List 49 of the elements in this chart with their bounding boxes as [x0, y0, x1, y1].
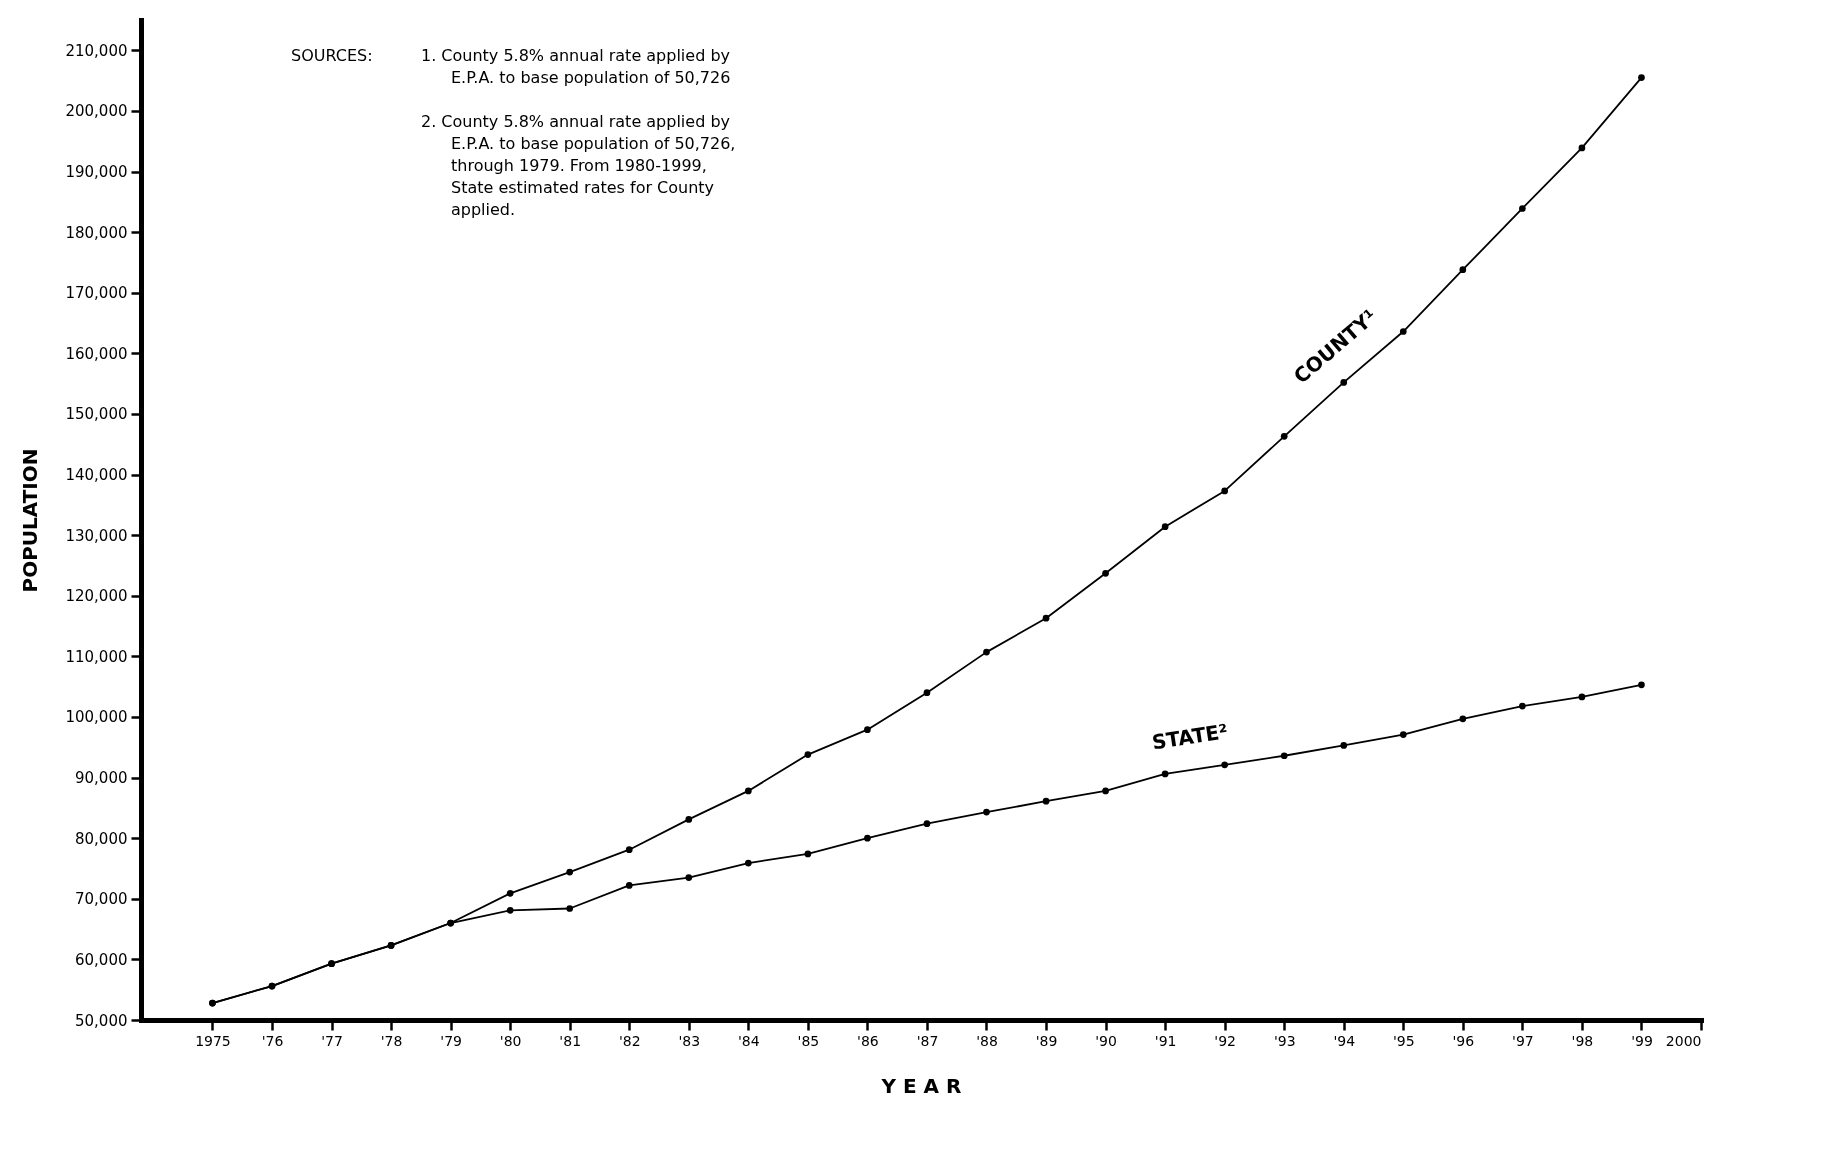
- y-tick-label: 120,000: [65, 587, 128, 606]
- x-tick-label: '78: [380, 1032, 403, 1049]
- x-tick-label: '85: [797, 1032, 820, 1049]
- x-tick-label: '84: [737, 1032, 760, 1049]
- x-tick-label: '76: [261, 1032, 284, 1049]
- y-tick-label: 160,000: [65, 344, 128, 363]
- y-tick-label: 150,000: [65, 405, 128, 424]
- x-tick-label: '94: [1333, 1032, 1356, 1049]
- x-tick-label: '98: [1571, 1032, 1594, 1049]
- y-tick-label: 210,000: [65, 41, 128, 60]
- y-tick-label: 60,000: [75, 950, 128, 969]
- x-tick-label: '96: [1452, 1032, 1475, 1049]
- x-tick-label: '99: [1631, 1032, 1653, 1049]
- y-tick-label: 100,000: [65, 708, 128, 727]
- x-tick-label: '91: [1154, 1032, 1177, 1049]
- x-tick-label: 2000: [1665, 1032, 1702, 1049]
- x-tick-label: '93: [1273, 1032, 1296, 1049]
- y-tick-label: 70,000: [75, 890, 128, 909]
- y-tick-label: 200,000: [65, 102, 128, 121]
- x-tick-label: '77: [321, 1032, 343, 1049]
- x-tick-label: '90: [1095, 1032, 1117, 1049]
- text: STATE²: [1150, 719, 1230, 755]
- y-tick-label: 110,000: [65, 647, 128, 666]
- x-tick-label: 1975: [195, 1032, 231, 1049]
- x-tick-label: '86: [857, 1032, 879, 1049]
- x-tick-label: '81: [559, 1032, 582, 1049]
- x-tick-label: '97: [1512, 1032, 1534, 1049]
- annotation: 1. County 5.8% annual rate applied by E.P.A. to base population of 50,726: [421, 46, 731, 87]
- annotation: SOURCES:: [291, 46, 373, 65]
- y-tick-label: 180,000: [65, 223, 128, 242]
- x-tick-label: '87: [916, 1032, 939, 1049]
- x-tick-label: '95: [1392, 1032, 1415, 1049]
- y-tick-label: 130,000: [65, 526, 128, 545]
- y-tick-label: 190,000: [65, 163, 128, 182]
- y-tick-label: 140,000: [65, 466, 128, 485]
- y-tick-label: 170,000: [65, 284, 128, 303]
- x-tick-label: '80: [499, 1032, 522, 1049]
- x-tick-label: '79: [440, 1032, 462, 1049]
- y-tick-label: 90,000: [75, 769, 128, 788]
- x-tick-label: '92: [1214, 1032, 1236, 1049]
- x-tick-label: '89: [1035, 1032, 1058, 1049]
- x-tick-label: '82: [618, 1032, 641, 1049]
- annotation: 2. County 5.8% annual rate applied by E.P.A. to base population of 50,726, through 1979. From 1980-1999, State estimated rates for County applied.: [421, 112, 736, 219]
- y-tick-label: 50,000: [75, 1011, 128, 1030]
- x-tick-label: '83: [678, 1032, 701, 1049]
- x-tick-label: '88: [976, 1032, 998, 1049]
- y-axis-title: POPULATION: [18, 448, 43, 593]
- x-axis-title: Y E A R: [880, 1073, 962, 1098]
- y-tick-label: 80,000: [75, 829, 128, 848]
